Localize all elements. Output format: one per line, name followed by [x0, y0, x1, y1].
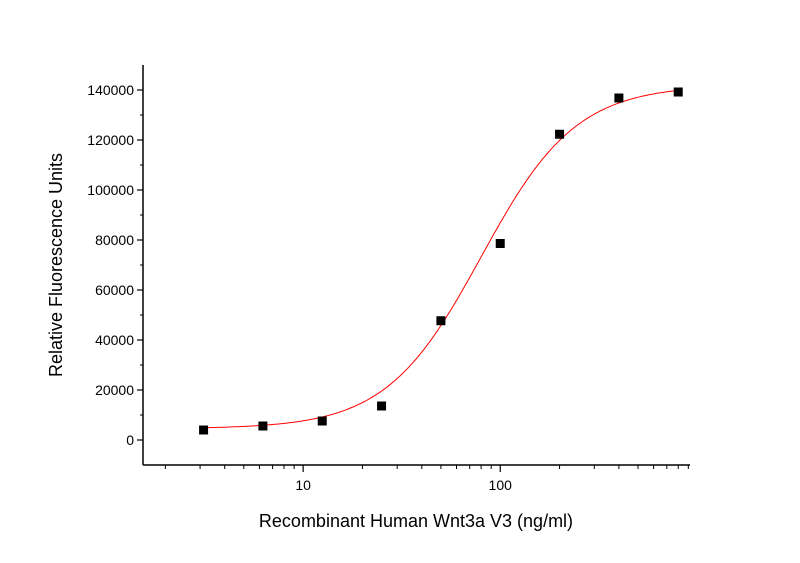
data-point	[436, 316, 445, 325]
x-tick-label: 10	[295, 477, 311, 493]
y-tick-label: 80000	[95, 232, 134, 248]
x-axis-label: Recombinant Human Wnt3a V3 (ng/ml)	[259, 511, 573, 531]
y-tick-label: 100000	[87, 182, 134, 198]
y-tick-label: 140000	[87, 82, 134, 98]
data-point	[555, 130, 564, 139]
data-points	[199, 88, 683, 435]
data-point	[496, 239, 505, 248]
y-tick-label: 60000	[95, 282, 134, 298]
y-tick-label: 120000	[87, 132, 134, 148]
data-point	[318, 417, 327, 426]
y-tick-label: 0	[126, 432, 134, 448]
data-point	[377, 402, 386, 411]
data-point	[674, 88, 683, 97]
y-axis-label: Relative Fluorescence Units	[46, 153, 66, 377]
data-point	[258, 422, 267, 431]
fit-curve	[204, 90, 679, 427]
y-tick-label: 20000	[95, 382, 134, 398]
y-tick-label: 40000	[95, 332, 134, 348]
axes: 0 20000 40000 60000 80000 100000 120000 140000 1…	[87, 65, 690, 493]
data-point	[199, 426, 208, 435]
x-tick-label: 100	[489, 477, 513, 493]
data-point	[614, 94, 623, 103]
